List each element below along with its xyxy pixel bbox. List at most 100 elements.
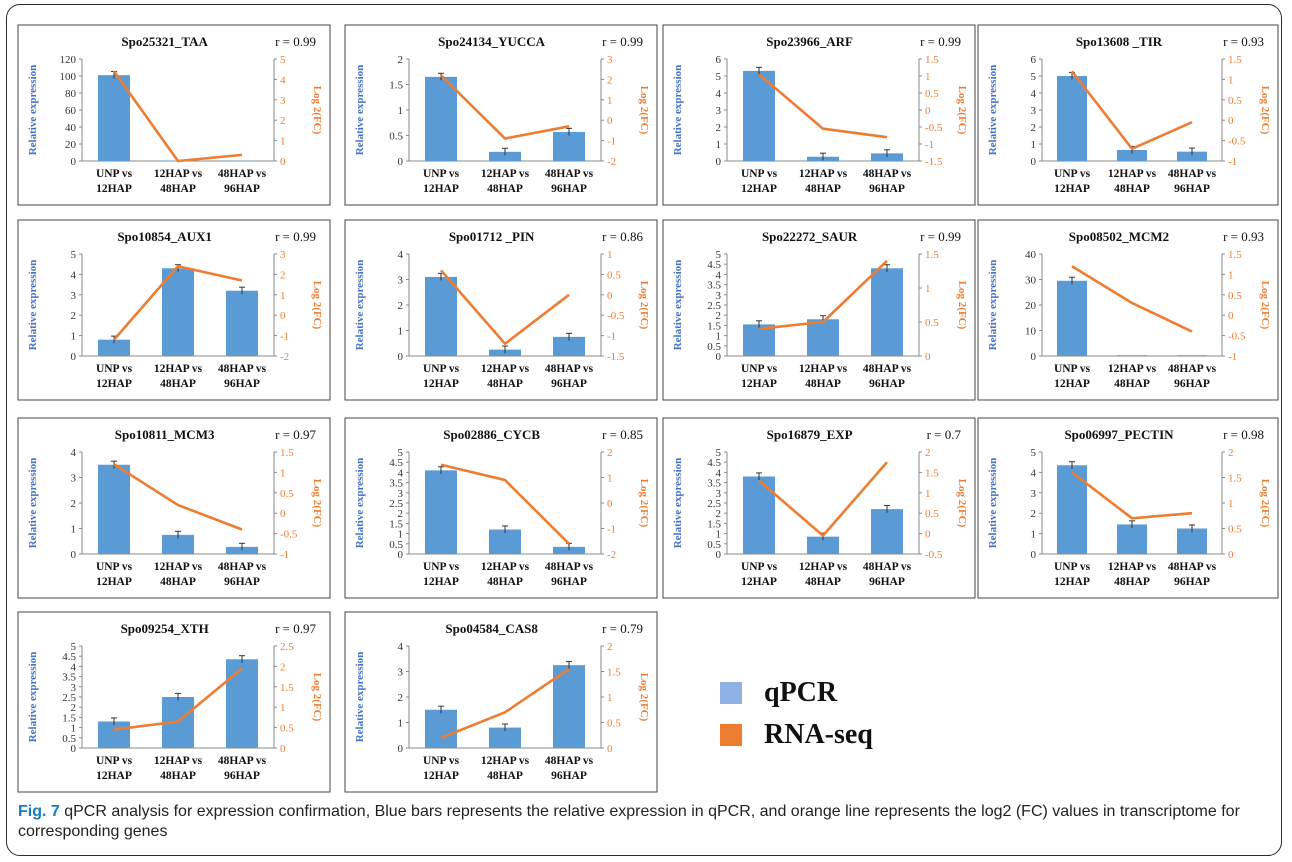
chart-title: Spo24134_YUCCA xyxy=(438,34,546,49)
y-tick-label: 3 xyxy=(1031,105,1037,117)
y-tick-label: 0.5 xyxy=(62,733,76,745)
y-tick-label: 4.5 xyxy=(707,259,721,271)
correlation-value: r = 0.93 xyxy=(1223,34,1264,49)
y2-tick-label: 1 xyxy=(1228,74,1234,86)
y-tick-label: 0 xyxy=(398,743,404,755)
rnaseq-line xyxy=(440,269,570,346)
y-tick-label: 2 xyxy=(398,300,404,312)
qpcr-bar xyxy=(489,151,521,161)
y-tick-label: 2.5 xyxy=(389,498,403,510)
y2-tick-label: -1 xyxy=(280,549,289,561)
rnaseq-line xyxy=(440,74,570,140)
y2-tick-label: 2.5 xyxy=(280,641,294,653)
legend-item-qpcr: qPCR xyxy=(720,677,837,709)
y-tick-label: 1 xyxy=(398,718,404,730)
y-tick-label: 3 xyxy=(71,473,77,485)
y2-tick-label: 5 xyxy=(280,54,286,66)
x-category-label: 48HAP vs 96HAP xyxy=(545,561,594,588)
y-tick-label: 4 xyxy=(1031,88,1037,100)
y-axis-title: Relative expression xyxy=(27,458,39,549)
chart-panel: Spo10811_MCM3 r = 0.97 0 1 2 3 4 -1 -0.5 0 0.5 1 1.5… xyxy=(17,417,331,599)
panel-border xyxy=(977,219,1279,401)
x-category-label: 12HAP vs 48HAP xyxy=(154,561,203,588)
y2-tick-label: 0 xyxy=(280,310,286,322)
qpcr-bar xyxy=(1177,151,1207,161)
y-tick-label: 100 xyxy=(60,71,77,83)
y2-tick-label: 0 xyxy=(280,156,286,168)
y-tick-label: 5 xyxy=(1031,71,1037,83)
rnaseq-line xyxy=(1070,70,1193,151)
y-tick-label: 3 xyxy=(71,290,77,302)
qpcr-bar xyxy=(1057,76,1087,161)
y-tick-label: 2 xyxy=(1031,508,1037,520)
x-category-label: 48HAP vs 96HAP xyxy=(545,168,594,195)
x-category-label: UNP vs 12HAP xyxy=(423,168,460,195)
y-tick-label: 1 xyxy=(716,139,722,151)
y2-tick-label: 0 xyxy=(925,105,931,117)
qpcr-bar xyxy=(226,160,258,162)
y-axis-title: Relative expression xyxy=(987,458,999,549)
y2-axis-title: Log 2(FC) xyxy=(638,86,650,135)
y-tick-label: 1.5 xyxy=(389,518,403,530)
y-tick-label: 1.5 xyxy=(62,712,76,724)
legend-item-rnaseq: RNA-seq xyxy=(720,719,873,751)
qpcr-bar xyxy=(1057,280,1087,356)
x-category-label: UNP vs 12HAP xyxy=(741,168,778,195)
y-tick-label: 2.5 xyxy=(62,692,76,704)
y2-tick-label: 1.5 xyxy=(925,467,939,479)
y2-tick-label: 1 xyxy=(607,95,613,107)
y-tick-label: 3.5 xyxy=(707,280,721,292)
qpcr-bar xyxy=(1117,524,1147,554)
y2-tick-label: 0.5 xyxy=(925,88,939,100)
chart-panel: Spo02886_CYCB r = 0.8500.511.522.533.544.… xyxy=(344,417,658,599)
y-tick-label: 0.5 xyxy=(389,539,403,551)
y2-tick-label: 2 xyxy=(607,447,613,459)
qpcr-bar xyxy=(553,665,585,748)
y2-tick-label: 2 xyxy=(607,641,613,653)
y-tick-label: 3.5 xyxy=(707,478,721,490)
chart-panel: Spo01712 _PIN r = 0.86 0 1 2 3 4 -1.5 -1 -0.5 0 0.5… xyxy=(344,219,658,401)
y2-tick-label: 1 xyxy=(280,290,286,302)
y-axis-title: Relative expression xyxy=(987,65,999,156)
y2-tick-label: 1.5 xyxy=(925,54,939,66)
panel-border xyxy=(17,417,331,599)
y-tick-label: 40 xyxy=(65,122,77,134)
y-tick-label: 0 xyxy=(1031,351,1037,363)
y2-tick-label: -0.5 xyxy=(925,122,943,134)
chart-title: Spo02886_CYCB xyxy=(443,427,540,442)
y2-tick-label: 1.5 xyxy=(280,447,294,459)
y-axis-title: Relative expression xyxy=(27,652,39,743)
y2-tick-label: -0.5 xyxy=(280,529,298,541)
y2-axis-title: Log 2(FC) xyxy=(956,281,968,330)
x-category-label: 48HAP vs 96HAP xyxy=(863,168,912,195)
x-category-label: 12HAP vs 48HAP xyxy=(799,168,848,195)
y2-tick-label: 0 xyxy=(280,508,286,520)
qpcr-bar xyxy=(743,70,775,161)
chart-title: Spo16879_EXP xyxy=(767,427,853,442)
y-axis-title: Relative expression xyxy=(672,458,684,549)
qpcr-bar xyxy=(807,536,839,554)
y-tick-label: 5 xyxy=(71,641,77,653)
y2-tick-label: 1 xyxy=(280,702,286,714)
y2-tick-label: 0.5 xyxy=(607,718,621,730)
x-category-label: UNP vs 12HAP xyxy=(423,363,460,390)
x-category-label: 12HAP vs 48HAP xyxy=(154,755,203,782)
qpcr-bar xyxy=(1177,355,1207,356)
y2-axis-title: Log 2(FC) xyxy=(311,673,323,722)
x-category-label: UNP vs 12HAP xyxy=(741,561,778,588)
y-tick-label: 1 xyxy=(71,524,77,536)
y2-tick-label: 0 xyxy=(607,498,613,510)
y-tick-label: 5 xyxy=(716,447,722,459)
y-tick-label: 3 xyxy=(716,105,722,117)
y2-tick-label: 1 xyxy=(607,473,613,485)
y-tick-label: 1 xyxy=(1031,139,1037,151)
y2-tick-label: -1 xyxy=(280,331,289,343)
x-category-label: 48HAP vs 96HAP xyxy=(218,755,267,782)
y2-tick-label: 1 xyxy=(607,692,613,704)
y2-tick-label: 1 xyxy=(1228,498,1234,510)
y2-tick-label: 1.5 xyxy=(607,667,621,679)
y-tick-label: 3 xyxy=(716,290,722,302)
y2-tick-label: 2 xyxy=(607,74,613,86)
y2-tick-label: -1.5 xyxy=(925,156,943,168)
y2-tick-label: 4 xyxy=(280,74,286,86)
